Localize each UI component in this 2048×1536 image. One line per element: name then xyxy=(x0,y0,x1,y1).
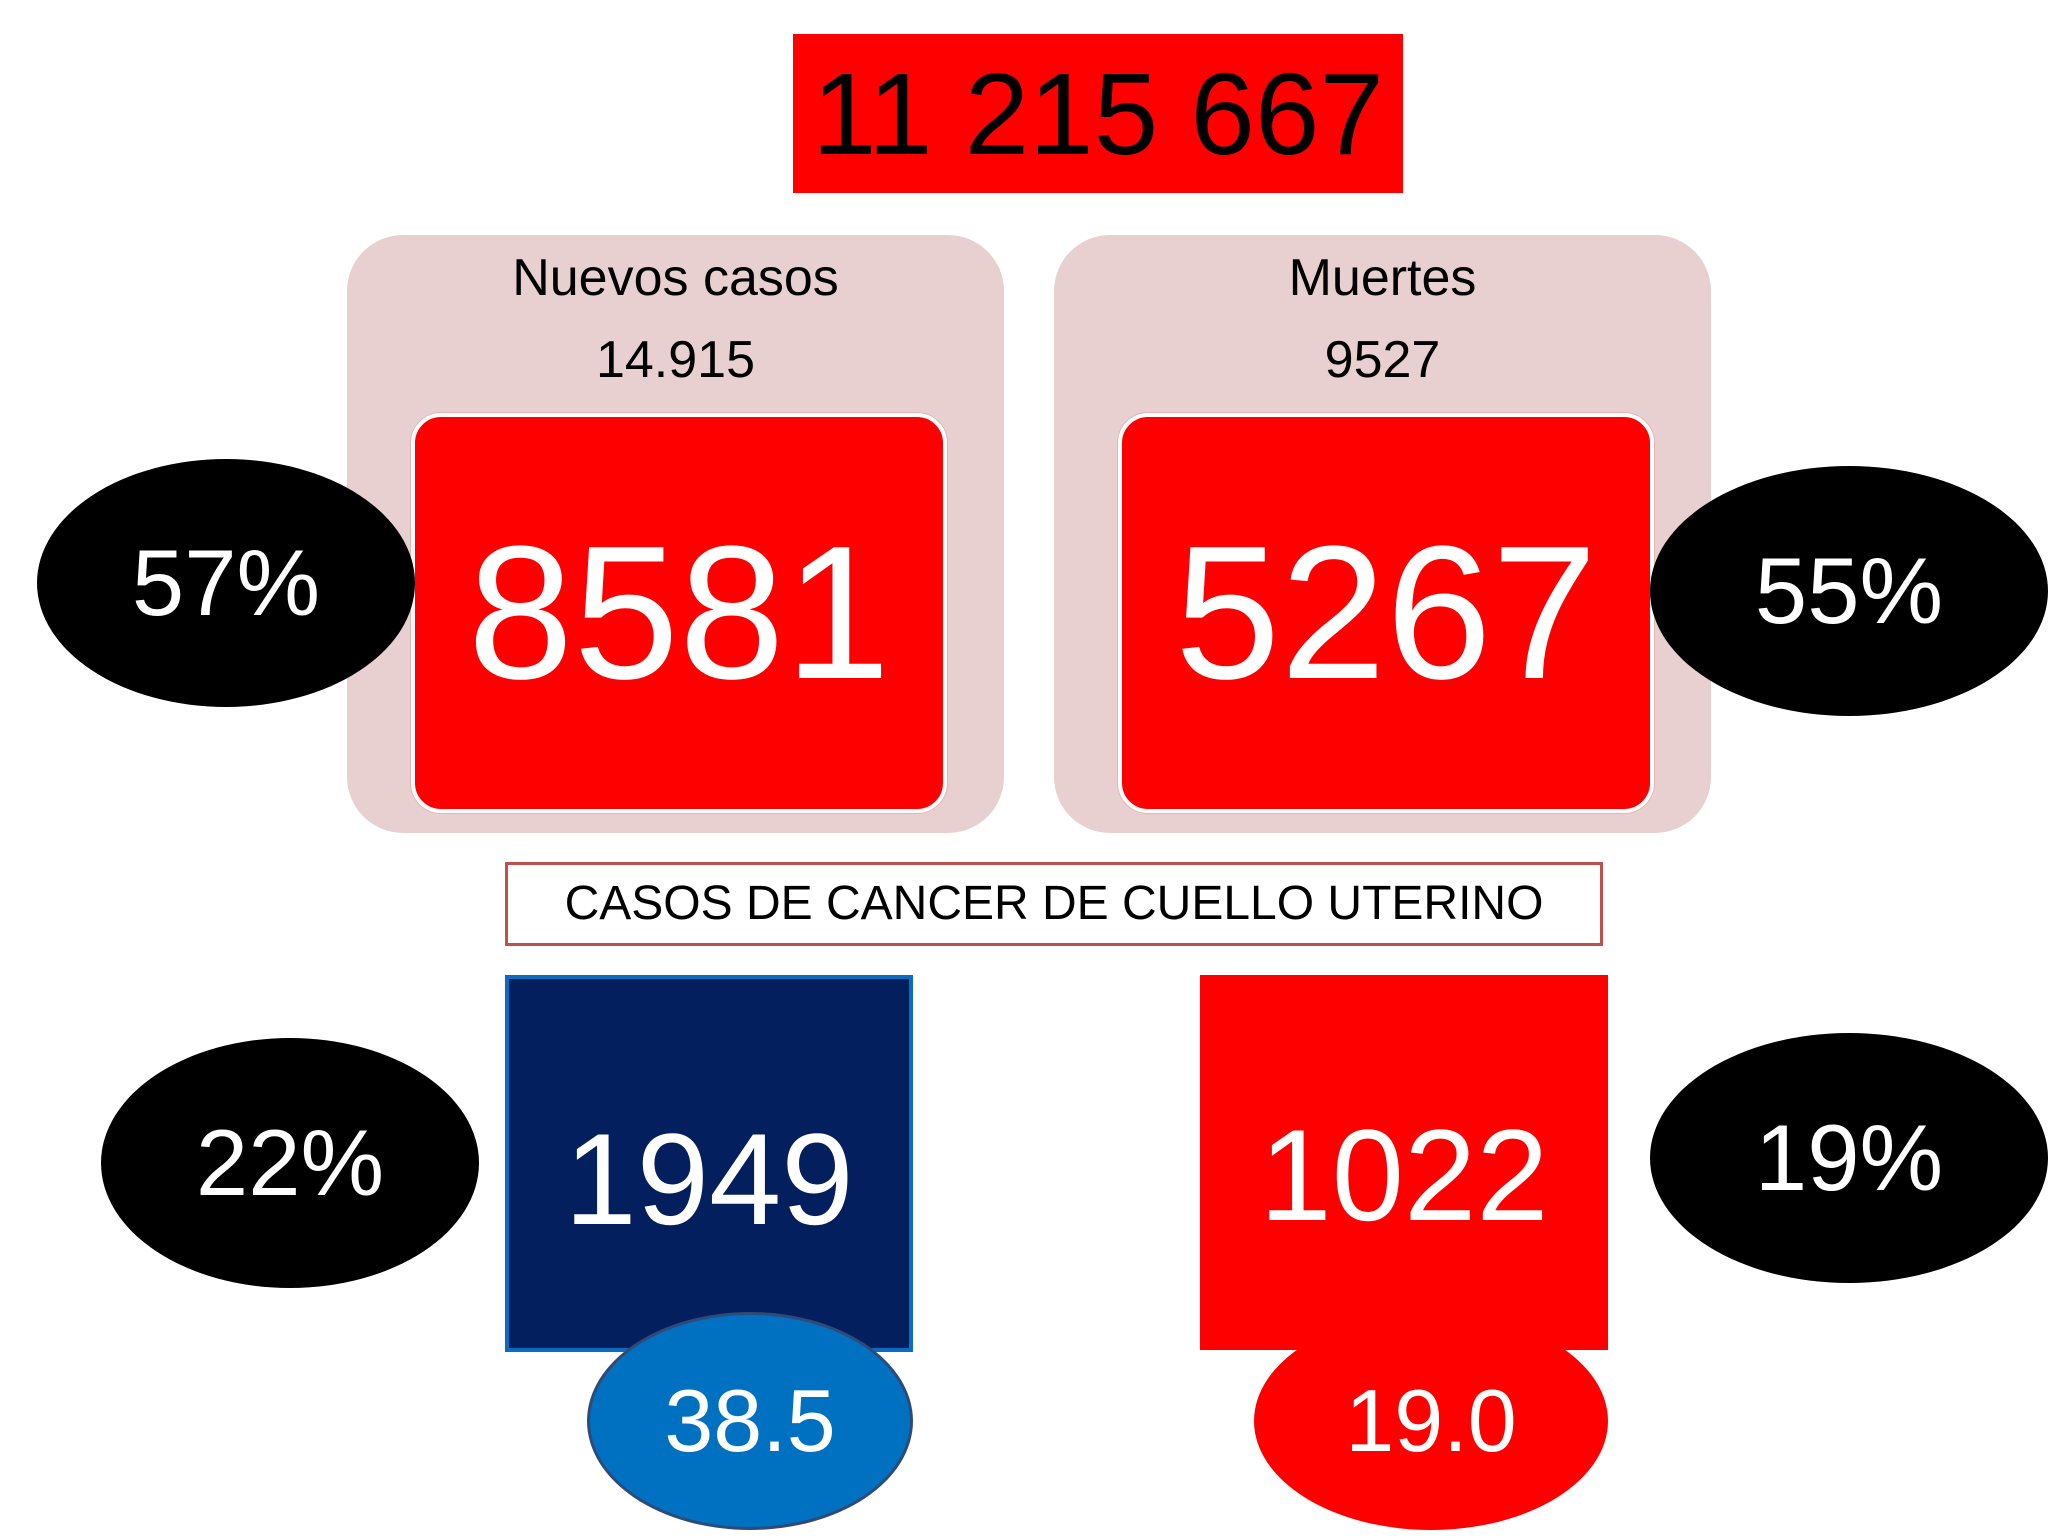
new-cases-total: 14.915 xyxy=(595,331,756,389)
deaths-percent-oval: 55% xyxy=(1650,466,2048,716)
cervical-cases-percent-oval: 22% xyxy=(101,1038,479,1288)
cervical-cases-box: 1949 xyxy=(505,975,913,1352)
deaths-label: Muertes xyxy=(1288,249,1477,307)
cervical-deaths-rate-oval: 19.0 xyxy=(1254,1312,1608,1530)
new-cases-highlight-box: 8581 xyxy=(411,413,947,813)
cervical-cases-rate-oval: 38.5 xyxy=(587,1312,913,1530)
cervical-deaths-percent-oval: 19% xyxy=(1650,1033,2048,1283)
deaths-highlight-box: 5267 xyxy=(1118,413,1654,813)
new-cases-label: Nuevos casos xyxy=(512,249,839,307)
new-cases-percent-oval: 57% xyxy=(37,459,415,707)
deaths-total: 9527 xyxy=(1324,331,1441,389)
total-banner: 11 215 667 xyxy=(793,34,1403,193)
cervical-deaths-box: 1022 xyxy=(1200,975,1608,1350)
section-title: CASOS DE CANCER DE CUELLO UTERINO xyxy=(505,862,1603,946)
